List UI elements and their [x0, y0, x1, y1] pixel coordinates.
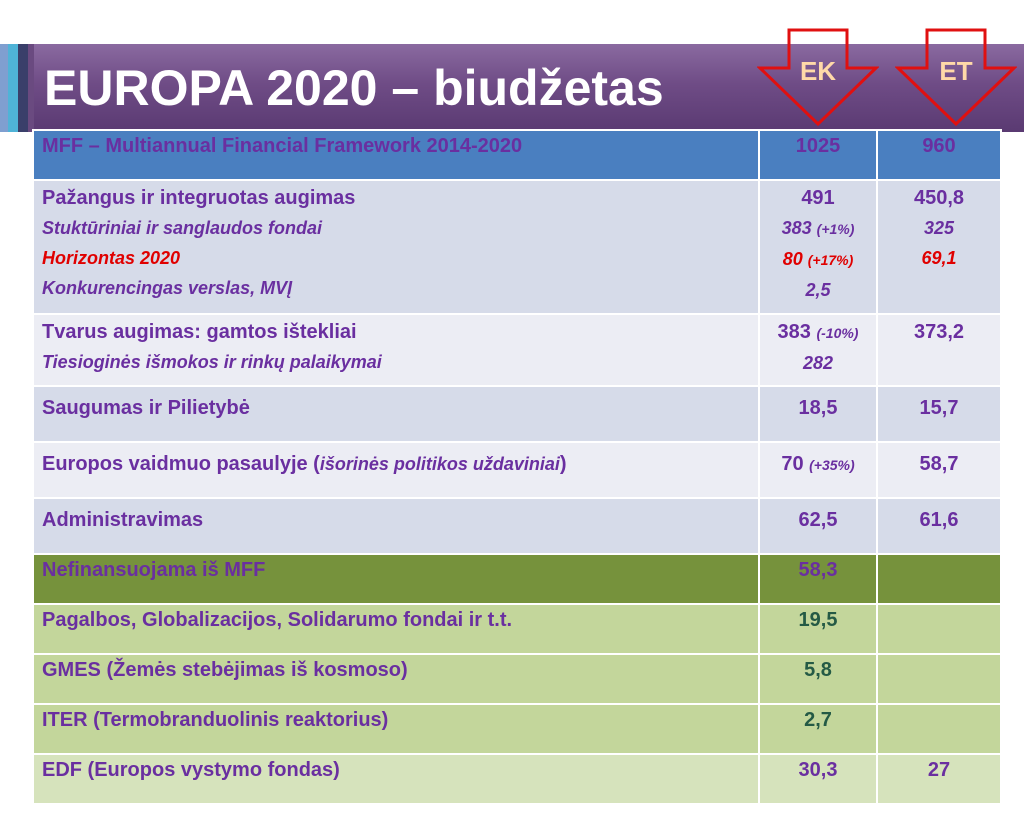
ek-subvalue: 383	[781, 218, 812, 238]
row-label-cell: Europos vaidmuo pasaulyje (išorinės poli…	[32, 441, 760, 499]
ek-subvalue: 80	[782, 249, 803, 269]
ek-change: (+17%)	[807, 252, 854, 268]
slide-title: EUROPA 2020 – biudžetas	[44, 60, 664, 116]
table-row: GMES (Žemės stebėjimas iš kosmoso) 5,8	[32, 653, 1002, 705]
ek-value: 2,7	[758, 703, 878, 755]
et-value	[876, 553, 1002, 605]
table-row: EDF (Europos vystymo fondas) 30,3 27	[32, 753, 1002, 805]
ek-value: 70	[781, 453, 804, 475]
ek-value: 19,5	[758, 603, 878, 655]
row-label-cell: Tvarus augimas: gamtos ištekliai Tiesiog…	[32, 313, 760, 387]
accent-stripe	[28, 44, 34, 132]
ek-value: 383	[777, 321, 811, 343]
row-label: Saugumas ir Pilietybė	[32, 385, 760, 443]
ek-value: 491	[801, 187, 835, 209]
row-sublabel: Tiesioginės išmokos ir rinkų palaikymai	[42, 352, 382, 372]
row-sublabel-highlight: Horizontas 2020	[42, 248, 181, 268]
et-value	[876, 703, 1002, 755]
et-value: 61,6	[876, 497, 1002, 555]
et-cell: 450,8 325 69,1	[876, 179, 1002, 315]
header-label: MFF – Multiannual Financial Framework 20…	[32, 129, 760, 181]
accent-stripe	[18, 44, 28, 132]
ek-value: 5,8	[758, 653, 878, 705]
row-label-cell: Pažangus ir integruotas augimas Stuktūri…	[32, 179, 760, 315]
section-label: Nefinansuojama iš MFF	[32, 553, 760, 605]
table-row: Pažangus ir integruotas augimas Stuktūri…	[32, 179, 1002, 315]
ek-cell: 70 (+35%)	[758, 441, 878, 499]
ek-value: 30,3	[758, 753, 878, 805]
table-section-header: Nefinansuojama iš MFF 58,3	[32, 553, 1002, 605]
et-subvalue: 325	[923, 218, 955, 238]
table-row: ITER (Termobranduolinis reaktorius) 2,7	[32, 703, 1002, 755]
row-label: Administravimas	[32, 497, 760, 555]
header-et: 960	[876, 129, 1002, 181]
row-sublabel: Konkurencingas verslas, MVĮ	[42, 278, 293, 298]
ek-change: (-10%)	[816, 325, 859, 341]
row-sublabel: Stuktūriniai ir sanglaudos fondai	[42, 218, 323, 238]
ek-change: (+1%)	[816, 221, 855, 237]
et-value: 373,2	[913, 321, 965, 343]
ek-cell: 491 383 (+1%) 80 (+17%) 2,5	[758, 179, 878, 315]
et-value: 450,8	[913, 187, 965, 209]
ek-value: 18,5	[758, 385, 878, 443]
table-row: Europos vaidmuo pasaulyje (išorinės poli…	[32, 441, 1002, 499]
et-value: 58,7	[876, 441, 1002, 499]
et-arrow: ET	[895, 28, 1017, 126]
table-header-row: MFF – Multiannual Financial Framework 20…	[32, 129, 1002, 181]
row-label: GMES (Žemės stebėjimas iš kosmoso)	[32, 653, 760, 705]
et-label: ET	[939, 56, 973, 86]
row-label: Europos vaidmuo pasaulyje (	[42, 453, 320, 475]
header-ek: 1025	[758, 129, 878, 181]
budget-table: MFF – Multiannual Financial Framework 20…	[32, 129, 1002, 805]
table-row: Saugumas ir Pilietybė 18,5 15,7	[32, 385, 1002, 443]
ek-change: (+35%)	[809, 457, 855, 473]
et-value: 27	[876, 753, 1002, 805]
row-label: ITER (Termobranduolinis reaktorius)	[32, 703, 760, 755]
et-value	[876, 653, 1002, 705]
ek-subvalue: 2,5	[805, 280, 831, 300]
ek-cell: 383 (-10%) 282	[758, 313, 878, 387]
down-arrow-icon	[895, 28, 1017, 126]
accent-stripe	[8, 44, 18, 132]
et-cell: 373,2	[876, 313, 1002, 387]
row-label: )	[559, 453, 567, 475]
et-subvalue: 69,1	[921, 248, 957, 268]
ek-label: EK	[799, 56, 837, 86]
row-label: Pažangus ir integruotas augimas	[42, 187, 356, 209]
table-row: Tvarus augimas: gamtos ištekliai Tiesiog…	[32, 313, 1002, 387]
table-row: Administravimas 62,5 61,6	[32, 497, 1002, 555]
ek-value: 62,5	[758, 497, 878, 555]
accent-stripe	[0, 44, 8, 132]
ek-value: 58,3	[758, 553, 878, 605]
table-row: Pagalbos, Globalizacijos, Solidarumo fon…	[32, 603, 1002, 655]
ek-arrow: EK	[757, 28, 879, 126]
row-label: Tvarus augimas: gamtos ištekliai	[42, 321, 357, 343]
row-label: Pagalbos, Globalizacijos, Solidarumo fon…	[32, 603, 760, 655]
down-arrow-icon	[757, 28, 879, 126]
et-value	[876, 603, 1002, 655]
row-label: EDF (Europos vystymo fondas)	[32, 753, 760, 805]
ek-subvalue: 282	[802, 353, 834, 373]
row-label-italic: išorinės politikos uždaviniai	[319, 454, 560, 474]
et-value: 15,7	[876, 385, 1002, 443]
